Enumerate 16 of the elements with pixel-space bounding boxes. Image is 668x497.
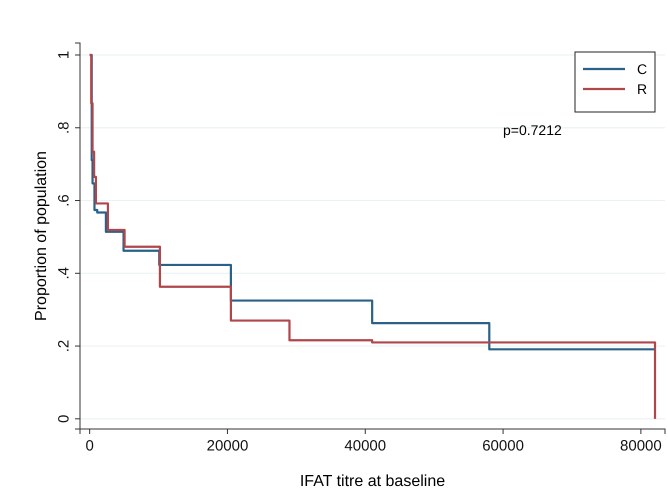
legend-label: C (637, 61, 648, 77)
x-axis-title: IFAT titre at baseline (300, 473, 446, 490)
y-tick-label: .8 (55, 122, 72, 134)
x-tick-label: 0 (85, 438, 94, 455)
y-tick-label: .6 (55, 194, 72, 207)
annotation: p=0.7212 (503, 122, 562, 138)
y-tick-label: .2 (55, 340, 72, 352)
x-tick-label: 20000 (206, 438, 248, 455)
y-tick-label: 1 (55, 50, 72, 60)
y-tick-label: .4 (55, 267, 72, 280)
y-axis-title: Proportion of population (33, 151, 50, 321)
x-tick-label: 80000 (620, 438, 662, 455)
y-tick-label: 0 (55, 414, 72, 423)
legend-label: R (637, 81, 648, 97)
x-tick-label: 60000 (482, 438, 524, 455)
x-tick-label: 40000 (344, 438, 386, 455)
